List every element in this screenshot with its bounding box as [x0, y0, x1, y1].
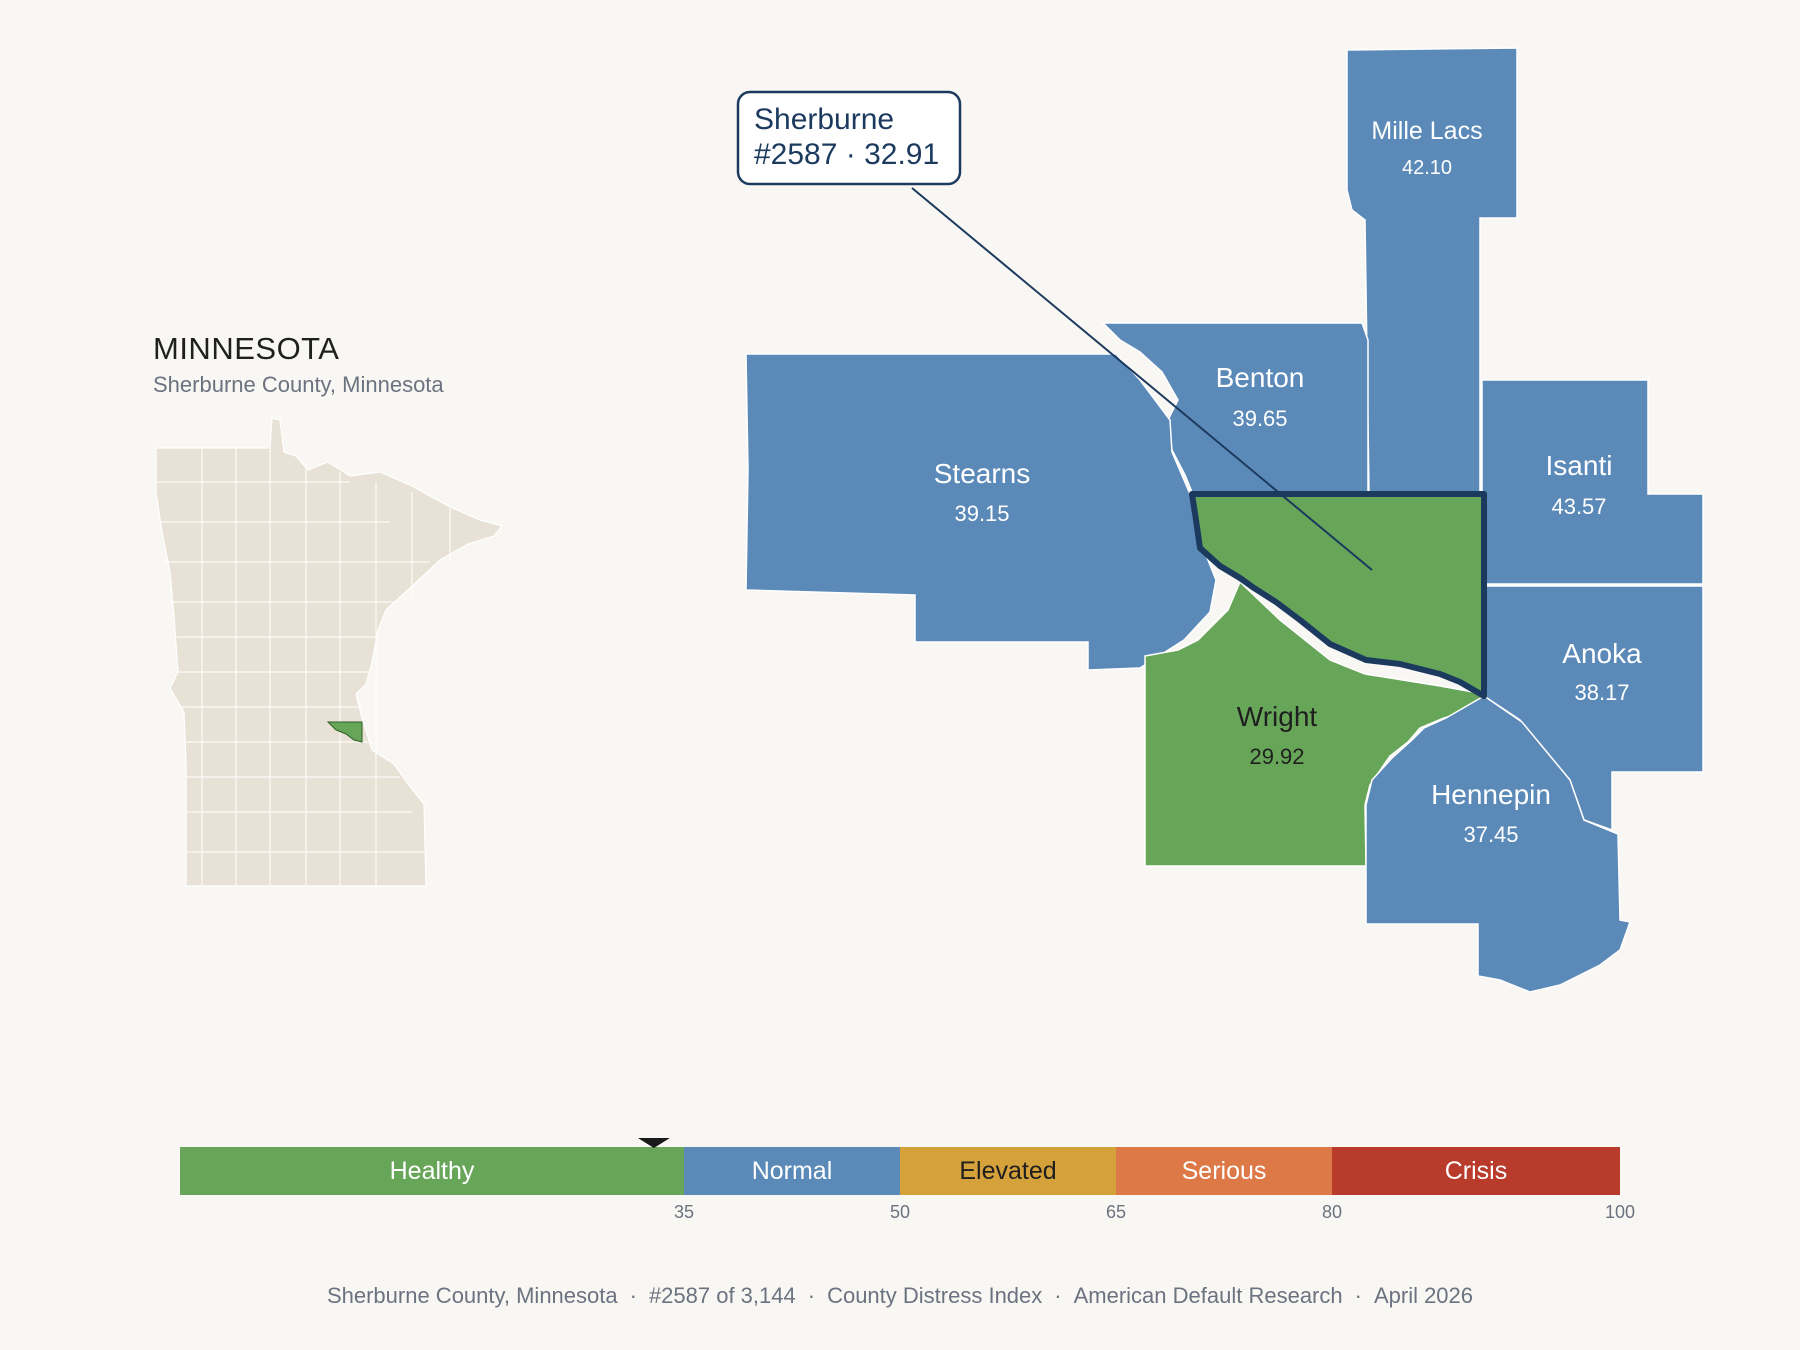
county-name-label: Anoka	[1562, 638, 1642, 669]
county-score-label: 43.57	[1551, 494, 1606, 519]
inset-sherburne-highlight	[326, 721, 363, 743]
minnesota-inset-map	[155, 417, 504, 887]
footer-location: Sherburne County, Minnesota	[326, 1283, 618, 1308]
county-score-label: 39.15	[954, 501, 1009, 526]
county-name-label: Stearns	[934, 458, 1031, 489]
callout-rank-score: #2587 · 32.91	[754, 138, 939, 171]
sherburne-highlight-outline	[1189, 491, 1487, 699]
county-name-label: Benton	[1216, 362, 1305, 393]
score-marker-triangle	[637, 1138, 670, 1148]
scale-band-crisis	[1332, 1147, 1620, 1195]
county-score-label: 42.10	[1402, 157, 1452, 179]
county-score-label: 37.45	[1463, 822, 1518, 847]
inset-subtitle: Sherburne County, Minnesota	[153, 372, 444, 397]
county-score-label: 38.17	[1574, 680, 1629, 705]
scale-band-label: Serious	[1182, 1157, 1267, 1185]
minnesota-outline	[155, 417, 504, 887]
inset-state-title: MINNESOTA	[153, 331, 340, 366]
footer-index-name: County Distress Index	[827, 1283, 1043, 1308]
scale-tick-label: 35	[674, 1202, 694, 1222]
county-score-label: 29.92	[1249, 744, 1304, 769]
scale-tick-label: 50	[890, 1202, 910, 1222]
county-name-label: Isanti	[1546, 450, 1613, 481]
scale-band-label: Normal	[752, 1157, 833, 1185]
scale-band-label: Healthy	[390, 1157, 475, 1185]
scale-band-label: Crisis	[1445, 1157, 1508, 1185]
footer-publisher: American Default Research	[1073, 1283, 1343, 1308]
county-isanti[interactable]	[1481, 379, 1704, 585]
county-stearns[interactable]	[745, 353, 1217, 671]
scale-band-elevated	[900, 1147, 1116, 1195]
inset-county-lines	[156, 448, 451, 886]
footer-rank: #2587 of 3,144	[648, 1283, 796, 1308]
county-name-label: Wright	[1237, 701, 1318, 732]
callout-box	[736, 90, 962, 186]
county-detail-map: Mille Lacs 42.10 Benton 39.65 Stearns 39…	[736, 47, 1704, 993]
scale-tick-label: 80	[1322, 1202, 1342, 1222]
footer-date: April 2026	[1373, 1283, 1474, 1308]
county-name-label: Hennepin	[1431, 779, 1551, 810]
callout-leader-line	[911, 187, 1373, 571]
scale-band-healthy	[180, 1147, 684, 1195]
scale-band-serious	[1116, 1147, 1332, 1195]
county-score-label: 39.65	[1232, 406, 1287, 431]
footer-credits: Sherburne County, Minnesota · #2587 of 3,1…	[326, 1283, 1474, 1308]
scale-tick-label: 100	[1605, 1202, 1635, 1222]
distress-scale-legend: Healthy Normal Elevated Serious Crisis 35 50 6…	[180, 1138, 1635, 1222]
county-hennepin[interactable]	[1365, 695, 1631, 993]
scale-band-label: Elevated	[959, 1157, 1056, 1185]
callout-county-name: Sherburne	[754, 103, 894, 136]
scale-band-normal	[684, 1147, 900, 1195]
county-name-label: Mille Lacs	[1371, 117, 1482, 145]
scale-tick-label: 65	[1106, 1202, 1126, 1222]
